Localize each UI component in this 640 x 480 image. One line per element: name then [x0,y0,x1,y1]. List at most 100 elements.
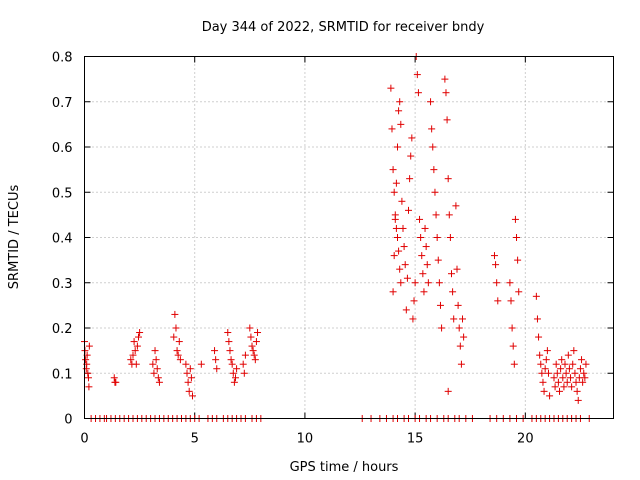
data-point [248,342,256,350]
data-point [155,378,163,386]
data-point [416,215,424,223]
y-axis-label: SRMTID / TECUs [7,185,22,290]
data-point [562,369,570,377]
plot-frame [84,56,614,419]
data-point [401,261,409,269]
data-point [571,369,579,377]
data-point [249,347,257,355]
data-point [576,365,584,373]
data-point [391,215,399,223]
data-point [393,143,401,151]
data-point [544,369,552,377]
data-point [131,347,139,355]
data-point [240,369,248,377]
data-point [421,224,429,232]
data-point [507,297,515,305]
data-point [246,324,254,332]
data-point [418,252,426,260]
data-point [551,383,559,391]
data-point [184,378,192,386]
data-point [405,206,413,214]
data-point [395,247,403,255]
chart-title: Day 344 of 2022, SRMTID for receiver bnd… [202,20,485,35]
y-tick-label: 0.8 [52,51,73,66]
data-point [554,378,562,386]
data-point [395,107,403,115]
data-point [387,84,395,92]
x-tick-label: 0 [80,432,88,447]
y-tick-label: 0.3 [52,277,73,292]
data-point [84,374,92,382]
data-point [390,252,398,260]
data-point [398,197,406,205]
data-point [442,89,450,97]
data-point [136,329,144,337]
data-point [129,351,137,359]
data-point [413,71,421,79]
data-point [537,360,545,368]
data-point [183,369,191,377]
data-point [546,392,554,400]
data-point [406,175,414,183]
data-point [399,224,407,232]
data-point [389,288,397,296]
data-point [424,279,432,287]
data-point [533,315,541,323]
data-point [211,347,219,355]
data-point [430,166,438,174]
data-point [438,324,446,332]
data-point [435,279,443,287]
data-point [150,369,158,377]
data-point [579,378,587,386]
data-point [185,387,193,395]
data-point [444,175,452,183]
data-point [561,360,569,368]
data-point [492,261,500,269]
data-point [175,338,183,346]
data-point [515,288,523,296]
data-point [110,374,118,382]
data-point [393,234,401,241]
data-point [446,234,454,241]
data-point [420,288,428,296]
data-point [422,243,430,251]
data-point [432,211,440,219]
data-point [578,356,586,364]
data-point [511,215,519,223]
data-point [247,333,255,341]
data-point [454,301,462,309]
data-point [176,356,184,364]
data-point [427,98,435,106]
data-point [402,306,410,314]
data-point [239,360,247,368]
data-point [197,360,205,368]
data-point [419,270,427,278]
data-point [228,360,236,368]
data-point [560,383,568,391]
data-point [149,360,157,368]
data-point [213,365,221,373]
grid-lines [84,56,614,419]
data-point [182,360,190,368]
data-point [510,360,518,368]
x-axis-label: GPS time / hours [290,460,399,475]
data-point [423,261,431,269]
data-point [450,315,458,323]
data-point [127,356,135,364]
data-point [508,324,516,332]
data-point [569,360,577,368]
data-point [233,365,241,373]
data-point [532,292,540,300]
data-point [539,378,547,386]
data-point [390,188,398,196]
data-point [429,143,437,151]
x-tick-label: 5 [191,432,199,447]
y-tick-label: 0.1 [52,367,73,382]
data-point [250,351,258,359]
data-point [582,360,590,368]
data-point [186,365,194,373]
data-point [428,125,436,133]
data-point [85,342,93,350]
data-point [392,224,400,232]
